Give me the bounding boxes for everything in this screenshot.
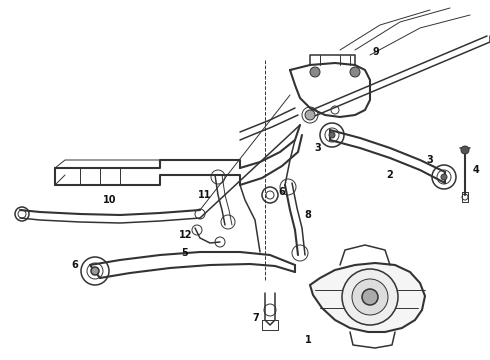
Circle shape [441,174,447,180]
Text: 1: 1 [305,335,311,345]
Circle shape [362,289,378,305]
Text: 2: 2 [387,170,393,180]
Circle shape [350,67,360,77]
Circle shape [352,279,388,315]
Text: 7: 7 [253,313,259,323]
Text: 6: 6 [72,260,78,270]
Text: 11: 11 [198,190,212,200]
Text: 4: 4 [473,165,479,175]
Circle shape [305,110,315,120]
Circle shape [91,267,99,275]
Text: 12: 12 [179,230,193,240]
Text: 8: 8 [305,210,312,220]
Text: 10: 10 [103,195,117,205]
Text: 9: 9 [372,47,379,57]
Circle shape [329,132,335,138]
Text: 3: 3 [427,155,433,165]
Circle shape [310,67,320,77]
Text: 3: 3 [315,143,321,153]
Circle shape [461,146,469,154]
Circle shape [342,269,398,325]
Text: 5: 5 [182,248,188,258]
Text: 6: 6 [279,187,285,197]
Polygon shape [310,263,425,332]
